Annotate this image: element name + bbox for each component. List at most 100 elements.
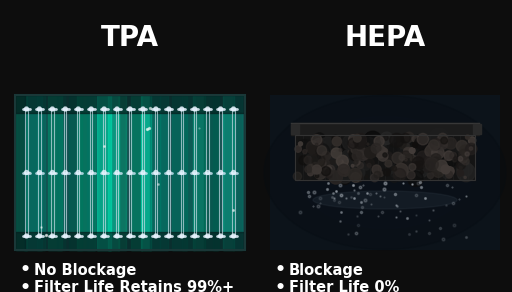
Bar <box>15 95 25 250</box>
Circle shape <box>180 171 184 175</box>
Circle shape <box>383 153 387 157</box>
Circle shape <box>352 151 362 161</box>
Circle shape <box>37 107 41 111</box>
Circle shape <box>409 164 416 171</box>
Circle shape <box>415 161 424 170</box>
Circle shape <box>394 168 406 181</box>
Bar <box>15 95 245 250</box>
Bar <box>473 124 481 134</box>
Circle shape <box>355 159 360 165</box>
Circle shape <box>411 155 416 161</box>
Circle shape <box>115 234 119 238</box>
Circle shape <box>355 133 367 145</box>
Circle shape <box>438 151 443 156</box>
Circle shape <box>459 149 469 159</box>
Circle shape <box>364 150 378 165</box>
Ellipse shape <box>297 117 473 229</box>
Circle shape <box>417 151 429 163</box>
Circle shape <box>371 143 381 153</box>
Circle shape <box>337 151 356 170</box>
Circle shape <box>398 140 406 148</box>
Circle shape <box>180 234 184 238</box>
Circle shape <box>392 150 411 169</box>
Circle shape <box>409 148 415 153</box>
Text: •: • <box>274 279 286 292</box>
Circle shape <box>359 138 378 157</box>
Circle shape <box>25 107 29 111</box>
Circle shape <box>405 159 408 161</box>
Circle shape <box>367 143 369 145</box>
Circle shape <box>311 135 322 145</box>
Circle shape <box>362 137 370 145</box>
Circle shape <box>360 150 370 159</box>
Circle shape <box>351 164 354 167</box>
Circle shape <box>465 135 470 139</box>
Circle shape <box>464 176 466 179</box>
Circle shape <box>326 152 328 154</box>
Circle shape <box>364 140 366 142</box>
Text: No Blockage: No Blockage <box>34 263 136 277</box>
Circle shape <box>374 136 384 146</box>
Circle shape <box>37 171 41 175</box>
Bar <box>151 95 160 250</box>
Circle shape <box>349 141 355 147</box>
Circle shape <box>336 155 348 167</box>
Circle shape <box>468 137 476 144</box>
Circle shape <box>321 137 338 154</box>
Circle shape <box>467 147 470 150</box>
Circle shape <box>429 140 439 150</box>
Circle shape <box>354 173 363 182</box>
Circle shape <box>76 107 80 111</box>
Circle shape <box>89 171 93 175</box>
Circle shape <box>102 171 106 175</box>
Circle shape <box>312 154 325 167</box>
Circle shape <box>457 161 473 177</box>
Bar <box>182 95 195 250</box>
Circle shape <box>408 171 423 187</box>
Circle shape <box>404 158 407 161</box>
Circle shape <box>299 156 308 165</box>
Circle shape <box>444 151 454 160</box>
Circle shape <box>403 143 410 151</box>
Circle shape <box>345 138 358 152</box>
Circle shape <box>410 140 423 154</box>
Circle shape <box>318 159 326 167</box>
Circle shape <box>385 152 392 159</box>
Circle shape <box>383 154 396 166</box>
Circle shape <box>456 140 467 152</box>
Circle shape <box>391 171 397 177</box>
Circle shape <box>403 147 414 158</box>
Circle shape <box>89 107 93 111</box>
Circle shape <box>430 128 449 147</box>
Circle shape <box>425 145 437 157</box>
Circle shape <box>418 148 432 163</box>
Circle shape <box>349 168 361 181</box>
Circle shape <box>433 166 444 178</box>
Circle shape <box>412 135 419 142</box>
Bar <box>213 95 219 250</box>
Circle shape <box>76 234 80 238</box>
Circle shape <box>462 158 470 165</box>
Circle shape <box>128 234 132 238</box>
Circle shape <box>365 147 376 158</box>
Circle shape <box>308 170 313 176</box>
Circle shape <box>431 169 433 172</box>
Circle shape <box>428 173 434 178</box>
Text: HEPA: HEPA <box>345 24 425 52</box>
Circle shape <box>328 152 345 169</box>
Circle shape <box>50 234 54 238</box>
Circle shape <box>443 142 447 146</box>
Circle shape <box>231 107 236 111</box>
Circle shape <box>295 146 302 152</box>
Circle shape <box>353 134 361 142</box>
Circle shape <box>326 173 332 178</box>
Bar <box>131 95 142 250</box>
Circle shape <box>392 152 403 164</box>
Circle shape <box>404 148 409 153</box>
Circle shape <box>340 160 343 163</box>
Circle shape <box>428 155 438 165</box>
Circle shape <box>356 148 369 161</box>
Text: TPA: TPA <box>101 24 159 52</box>
Circle shape <box>442 171 451 179</box>
Circle shape <box>167 107 171 111</box>
